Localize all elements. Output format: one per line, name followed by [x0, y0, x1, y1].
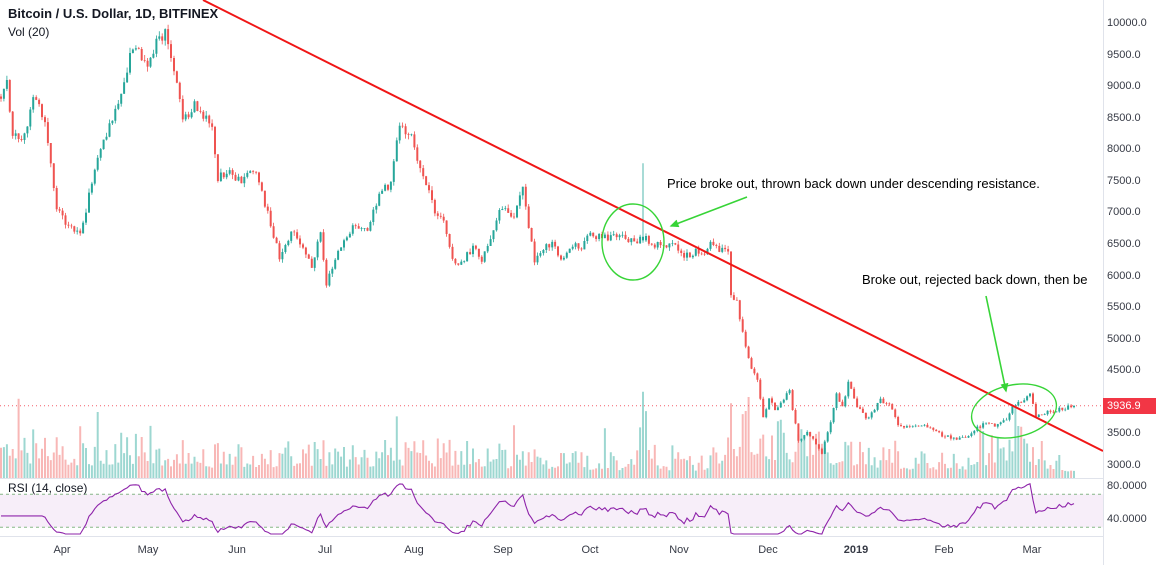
time-axis[interactable]: Apr May Jun Jul Aug Sep Oct Nov Dec 2019 Feb Mar [0, 540, 1103, 565]
price-tick-label: 4500.0 [1107, 364, 1141, 377]
time-tick-label: 2019 [843, 544, 869, 556]
price-tick-label: 7000.0 [1107, 206, 1141, 219]
time-tick-label: Feb [934, 544, 954, 556]
price-axis[interactable]: 10000.0 9500.0 9000.0 8500.0 8000.0 7500.0 700… [1104, 0, 1156, 565]
time-tick-label: Aug [404, 544, 424, 556]
price-tick-label: 3500.0 [1107, 427, 1141, 440]
time-tick-label: Mar [1022, 544, 1042, 556]
time-tick-label: Oct [581, 544, 599, 556]
breakout-ellipse[interactable] [967, 377, 1062, 446]
time-tick-label: May [137, 544, 159, 556]
price-tick-label: 6500.0 [1107, 238, 1141, 250]
annotation-arrow[interactable] [985, 295, 1009, 393]
annotation-arrow[interactable] [669, 196, 748, 228]
annotation-text-breakout-2[interactable]: Broke out, rejected back down, then be [862, 272, 1088, 287]
last-price-label: 3936.9 [1103, 397, 1156, 414]
price-tick-label: 5500.0 [1107, 301, 1141, 314]
symbol-title[interactable]: Bitcoin / U.S. Dollar, 1D, BITFINEX [8, 6, 219, 21]
candle-wicks-down [0, 24, 1072, 455]
price-tick-label: 8000.0 [1107, 143, 1141, 156]
price-tick-label: 7500.0 [1107, 174, 1141, 187]
volume-bars-up [2, 391, 1075, 478]
time-tick-label: Dec [758, 544, 778, 556]
time-tick-label: Jul [317, 544, 333, 556]
price-tick-label: 8500.0 [1107, 111, 1141, 124]
time-tick-label: Apr [53, 544, 71, 556]
volume-indicator-label[interactable]: Vol (20) [8, 25, 50, 39]
candle-wicks-up [3, 28, 1075, 455]
symbol-legend: Bitcoin / U.S. Dollar, 1D, BITFINEX Vol … [8, 6, 218, 39]
rsi-tick-label: 40.0000 [1107, 513, 1147, 525]
breakout-ellipse[interactable] [601, 203, 665, 281]
rsi-band-fill [0, 494, 1103, 528]
descending-resistance-trendline[interactable] [202, 0, 1104, 452]
time-tick-label: Sep [493, 544, 513, 556]
last-price-value: 3936.9 [1107, 399, 1141, 412]
candle-bodies-down [0, 29, 1073, 454]
price-tick-label: 6000.0 [1107, 269, 1141, 282]
time-tick-label: Jun [228, 544, 246, 556]
volume-bars-down [0, 397, 1073, 478]
rsi-tick-label: 80.0000 [1107, 480, 1147, 492]
candle-bodies-up [2, 29, 1075, 454]
rsi-line [1, 483, 1075, 535]
price-tick-label: 3000.0 [1107, 459, 1141, 471]
annotation-text-breakout-1[interactable]: Price broke out, thrown back down under … [667, 176, 1040, 191]
price-tick-label: 10000.0 [1107, 17, 1147, 29]
price-tick-label: 9000.0 [1107, 80, 1141, 93]
rsi-indicator-label[interactable]: RSI (14, close) [8, 481, 88, 495]
price-tick-label: 5000.0 [1107, 332, 1141, 345]
price-tick-label: 9500.0 [1107, 48, 1141, 61]
time-tick-label: Nov [669, 544, 689, 556]
